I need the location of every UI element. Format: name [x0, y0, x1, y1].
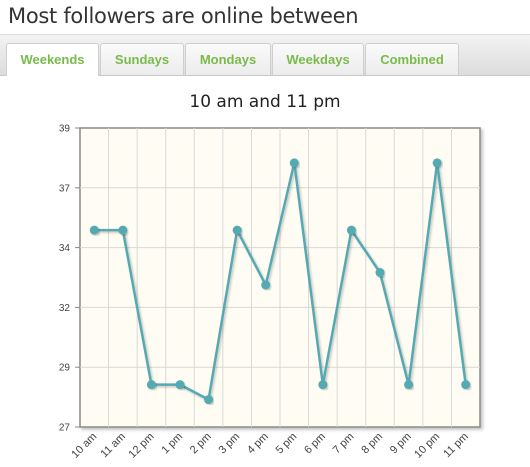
y-tick-label: 29: [59, 363, 71, 374]
x-tick-label: 10 am: [69, 431, 99, 461]
data-point: [461, 380, 471, 390]
tab-combined[interactable]: Combined: [365, 43, 459, 75]
y-tick-label: 32: [59, 303, 71, 314]
series-line: [94, 161, 467, 401]
chart-title: 10 am and 11 pm: [189, 92, 341, 112]
tab-sundays[interactable]: Sundays: [100, 43, 184, 75]
data-point: [175, 380, 185, 390]
data-point: [118, 225, 128, 235]
x-tick-label: 12 pm: [126, 431, 156, 461]
x-tick-label: 3 pm: [216, 431, 242, 457]
data-point: [404, 380, 414, 390]
data-point: [261, 280, 271, 290]
x-tick-label: 6 pm: [302, 431, 328, 457]
data-point: [204, 395, 214, 405]
y-tick-label: 37: [59, 183, 71, 194]
data-point: [289, 158, 299, 168]
data-point: [318, 380, 328, 390]
x-tick-label: 7 pm: [331, 431, 357, 457]
page-title: Most followers are online between: [8, 4, 359, 28]
x-tick-label: 2 pm: [188, 431, 214, 457]
x-tick-label: 11 pm: [441, 431, 471, 461]
data-point: [432, 158, 442, 168]
tab-strip: Weekends Sundays Mondays Weekdays Combin…: [0, 35, 530, 76]
data-point: [146, 380, 156, 390]
y-tick-label: 34: [59, 243, 71, 254]
x-tick-label: 4 pm: [245, 431, 271, 457]
tab-weekdays[interactable]: Weekdays: [272, 43, 364, 75]
x-tick-label: 5 pm: [274, 431, 300, 457]
x-tick-label: 9 pm: [388, 431, 414, 457]
data-point: [232, 225, 242, 235]
tab-weekends[interactable]: Weekends: [6, 43, 99, 76]
x-tick-label: 1 pm: [159, 431, 185, 457]
x-tick-label: 10 pm: [412, 431, 442, 461]
data-point: [375, 268, 385, 278]
data-point: [89, 225, 99, 235]
x-tick-label: 11 am: [98, 431, 128, 461]
y-tick-label: 27: [59, 423, 71, 434]
data-point: [346, 225, 356, 235]
tab-mondays[interactable]: Mondays: [185, 43, 271, 75]
y-tick-label: 39: [59, 124, 71, 135]
x-tick-label: 8 pm: [359, 431, 385, 457]
